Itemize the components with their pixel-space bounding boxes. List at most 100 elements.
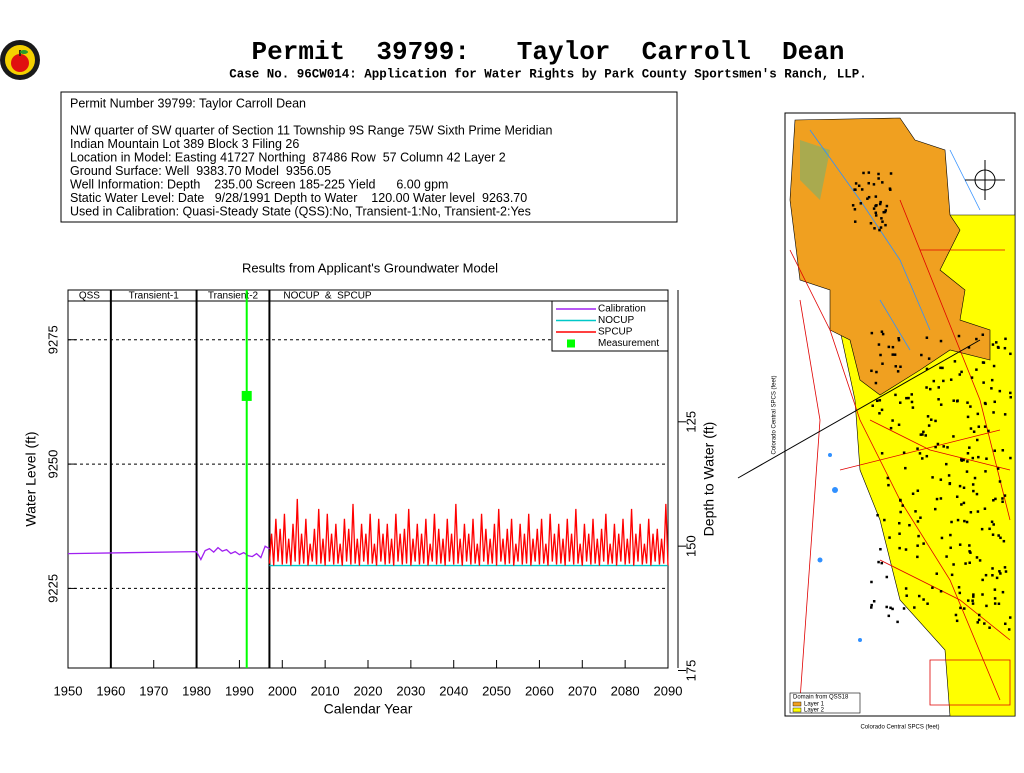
well-dot bbox=[999, 536, 1002, 540]
well-dot bbox=[870, 369, 873, 373]
well-dot bbox=[976, 438, 979, 442]
well-dot bbox=[922, 430, 925, 434]
well-dot bbox=[870, 606, 873, 609]
well-dot bbox=[920, 353, 923, 357]
map-legend-title: Domain from QSS18 bbox=[793, 695, 849, 701]
well-dot bbox=[897, 423, 901, 427]
well-dot bbox=[994, 497, 997, 501]
well-dot bbox=[924, 434, 927, 437]
well-dot bbox=[925, 367, 929, 371]
well-dot bbox=[875, 399, 879, 403]
well-dot bbox=[867, 171, 871, 174]
well-dot bbox=[978, 559, 982, 562]
well-dot bbox=[902, 607, 906, 610]
info-line: Permit Number 39799: Taylor Carroll Dean bbox=[70, 96, 306, 110]
well-dot bbox=[949, 546, 952, 550]
well-dot bbox=[997, 602, 1001, 606]
well-dot bbox=[874, 195, 878, 198]
well-dot bbox=[904, 587, 908, 590]
well-dot bbox=[950, 520, 953, 524]
well-dot bbox=[993, 588, 997, 591]
well-dot bbox=[977, 613, 981, 617]
well-dot bbox=[992, 411, 995, 414]
well-dot bbox=[937, 398, 940, 401]
well-dot bbox=[942, 379, 945, 383]
x-tick-label: 2000 bbox=[268, 683, 297, 698]
well-dot bbox=[948, 482, 952, 485]
well-dot bbox=[942, 445, 945, 448]
well-dot bbox=[860, 188, 864, 191]
info-line: Ground Surface: Well 9383.70 Model 9356.… bbox=[70, 164, 331, 178]
well-dot bbox=[965, 470, 969, 473]
well-dot bbox=[977, 618, 981, 622]
well-dot bbox=[950, 573, 954, 577]
well-dot bbox=[872, 183, 876, 186]
chart-title: Results from Applicant's Groundwater Mod… bbox=[242, 260, 498, 275]
well-dot bbox=[932, 379, 936, 383]
well-dot bbox=[982, 361, 986, 364]
well-dot bbox=[958, 543, 962, 546]
well-dot bbox=[985, 604, 988, 608]
well-dot bbox=[883, 210, 887, 214]
well-dot bbox=[916, 447, 919, 450]
x-tick-label: 2020 bbox=[354, 683, 383, 698]
y2-tick-label: 175 bbox=[683, 660, 698, 682]
well-dot bbox=[992, 499, 995, 502]
well-dot bbox=[971, 599, 974, 602]
legend-label: Measurement bbox=[598, 338, 659, 349]
well-dot bbox=[884, 209, 888, 212]
well-dot bbox=[881, 220, 884, 223]
well-dot bbox=[917, 594, 921, 598]
y-axis-label: Water Level (ft) bbox=[23, 431, 39, 526]
well-dot bbox=[939, 403, 943, 406]
well-dot bbox=[992, 364, 996, 368]
well-dot bbox=[936, 442, 940, 446]
well-dot bbox=[1009, 391, 1012, 395]
well-dot bbox=[866, 197, 869, 200]
well-dot bbox=[1009, 352, 1012, 356]
well-dot bbox=[874, 381, 878, 385]
well-dot bbox=[963, 519, 966, 523]
well-dot bbox=[916, 489, 920, 492]
well-dot bbox=[885, 204, 889, 208]
x-tick-label: 2070 bbox=[568, 683, 597, 698]
well-dot bbox=[925, 336, 929, 339]
well-dot bbox=[902, 451, 906, 454]
well-dot bbox=[897, 338, 901, 342]
well-dot bbox=[879, 547, 882, 551]
well-dot bbox=[888, 536, 891, 539]
well-dot bbox=[876, 513, 879, 517]
well-dot bbox=[981, 578, 984, 582]
well-dot bbox=[893, 353, 897, 356]
well-dot bbox=[972, 595, 975, 598]
well-dot bbox=[984, 470, 987, 473]
info-line: Well Information: Depth 235.00 Screen 18… bbox=[70, 177, 448, 191]
well-dot bbox=[990, 378, 994, 382]
well-dot bbox=[910, 393, 913, 396]
well-dot bbox=[853, 208, 857, 211]
well-dot bbox=[952, 435, 955, 438]
map-legend-label: Layer 2 bbox=[804, 708, 825, 714]
well-dot bbox=[894, 393, 897, 397]
well-dot bbox=[965, 520, 969, 524]
well-dot bbox=[945, 555, 948, 558]
well-dot bbox=[959, 458, 963, 461]
well-dot bbox=[870, 331, 874, 335]
well-dot bbox=[996, 345, 1000, 349]
well-dot bbox=[867, 195, 871, 199]
well-dot bbox=[977, 425, 981, 428]
well-dot bbox=[891, 353, 894, 356]
well-dot bbox=[937, 386, 940, 389]
x-tick-label: 1970 bbox=[139, 683, 168, 698]
well-dot bbox=[916, 544, 919, 547]
well-dot bbox=[887, 483, 890, 487]
well-dot bbox=[988, 626, 991, 629]
well-dot bbox=[1003, 566, 1007, 569]
well-dot bbox=[967, 599, 970, 602]
well-dot bbox=[929, 387, 932, 391]
legend-label: Calibration bbox=[598, 304, 646, 315]
well-dot bbox=[952, 399, 955, 402]
info-line: NW quarter of SW quarter of Section 11 T… bbox=[70, 123, 552, 137]
series-line bbox=[268, 498, 669, 566]
